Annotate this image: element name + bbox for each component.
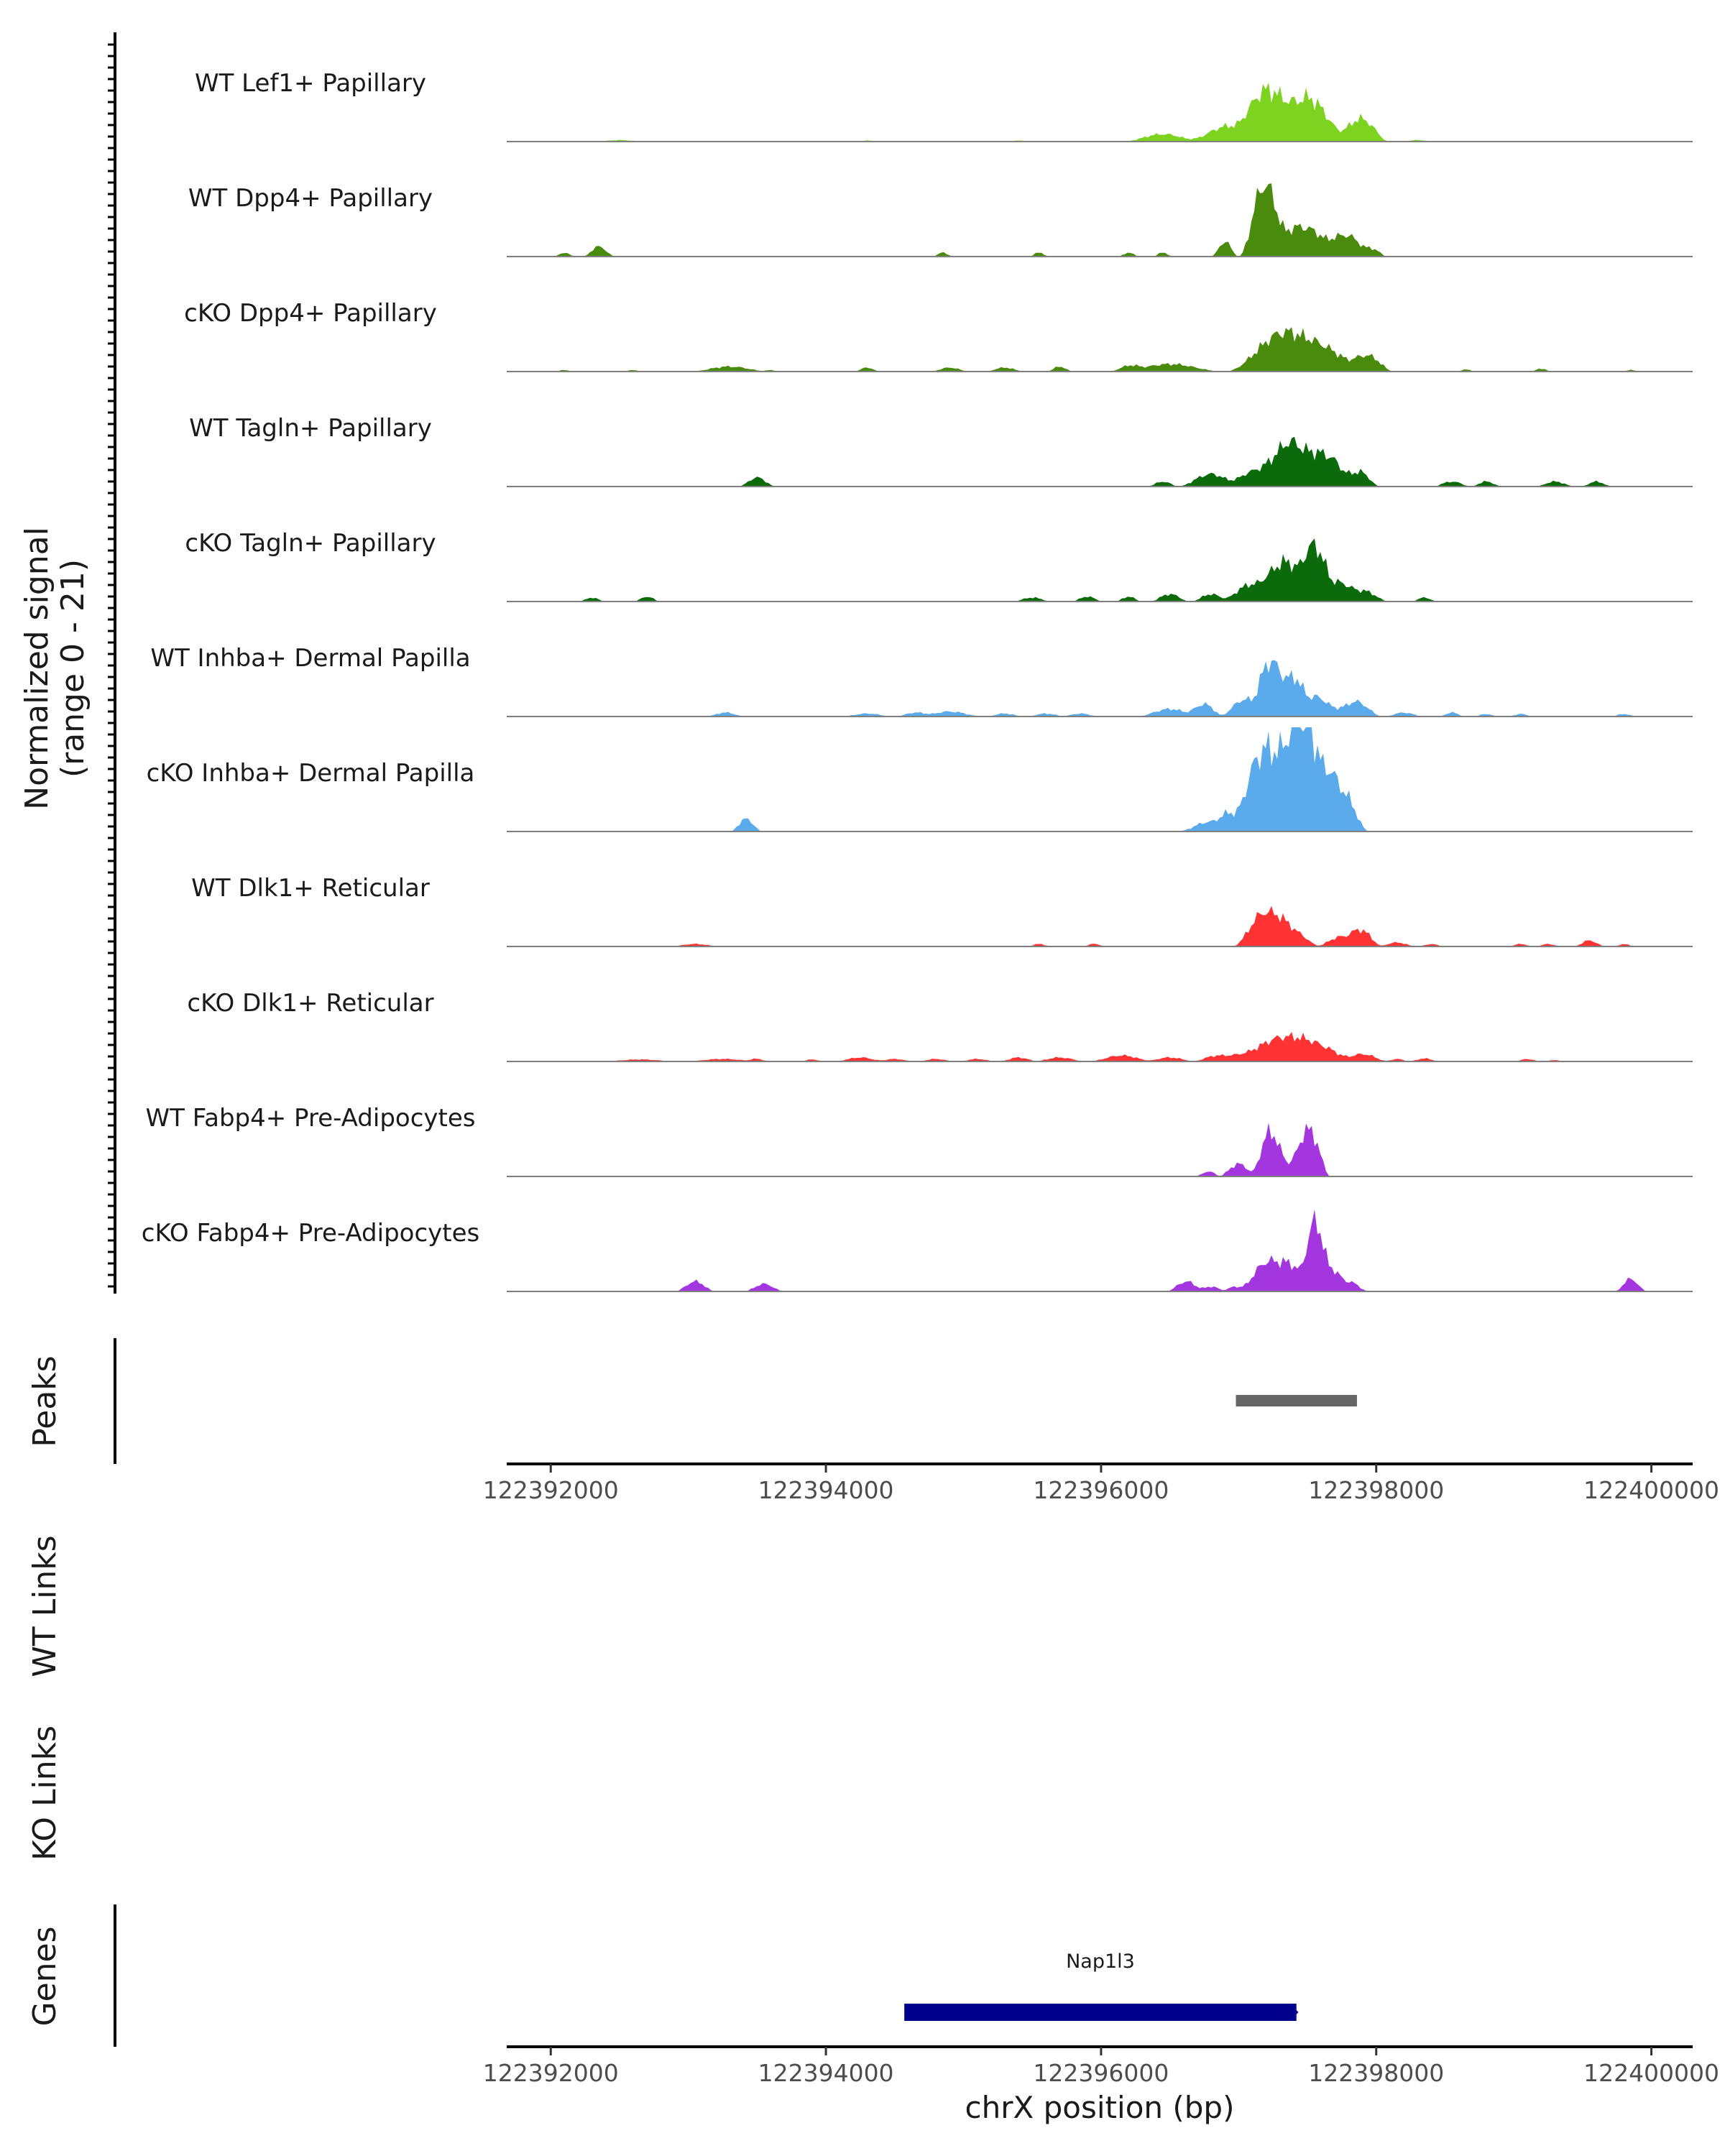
track-label: WT Fabp4+ Pre-Adipocytes	[146, 1104, 476, 1133]
track-wt-lef1-papillary: WT Lef1+ Papillary	[195, 69, 1693, 142]
peaks-track-title: Peaks	[27, 1355, 63, 1447]
track-label: WT Dlk1+ Reticular	[191, 874, 430, 903]
signal-axis-title-line2: (range 0 - 21)	[55, 559, 91, 778]
peak-region-bar	[1236, 1395, 1357, 1406]
track-wt-dlk1-reticular: WT Dlk1+ Reticular	[191, 874, 1693, 947]
track-label: WT Tagln+ Papillary	[189, 414, 432, 443]
coverage-area	[507, 1209, 1693, 1291]
x-axis-tick-label: 122396000	[1033, 1476, 1169, 1504]
coverage-tracks: WT Lef1+ Papillary WT Dpp4+ Papillary cKO …	[142, 69, 1693, 1292]
coverage-area	[507, 183, 1693, 257]
genes-x-axis: 122392000 122394000 122396000 122398000 1224…	[483, 2047, 1719, 2087]
x-axis-title: chrX position (bp)	[965, 2090, 1235, 2125]
track-wt-fabp4-pre-adipocytes: WT Fabp4+ Pre-Adipocytes	[146, 1104, 1693, 1177]
x-axis-tick-label: 122392000	[483, 2059, 619, 2087]
track-label: WT Lef1+ Papillary	[195, 69, 426, 98]
coverage-area	[507, 327, 1693, 372]
track-label: WT Dpp4+ Papillary	[188, 184, 433, 213]
gene-strand-arrow-icon	[1288, 2004, 1299, 2021]
peak-regions	[1236, 1395, 1357, 1406]
x-axis-tick-label: 122396000	[1033, 2059, 1169, 2087]
genes-track-title: Genes	[27, 1926, 63, 2026]
peaks-x-axis: 122392000 122394000 122396000 122398000 1224…	[483, 1464, 1719, 1504]
coverage-area	[507, 436, 1693, 487]
track-label: cKO Dpp4+ Papillary	[184, 299, 437, 328]
gene-body	[904, 2004, 1297, 2021]
coverage-area	[507, 727, 1693, 831]
x-axis-tick-label: 122398000	[1308, 1476, 1444, 1504]
coverage-area	[507, 1123, 1693, 1176]
track-label: cKO Fabp4+ Pre-Adipocytes	[142, 1219, 480, 1248]
wt-links-title: WT Links	[27, 1535, 63, 1677]
x-axis-tick-label: 122394000	[758, 1476, 894, 1504]
track-label: WT Inhba+ Dermal Papilla	[150, 644, 470, 673]
x-axis-tick-label: 122394000	[758, 2059, 894, 2087]
track-cko-inhba-dermal-papilla: cKO Inhba+ Dermal Papilla	[147, 727, 1693, 832]
signal-axis-title-line1: Normalized signal	[19, 527, 55, 810]
track-wt-tagln-papillary: WT Tagln+ Papillary	[189, 414, 1693, 487]
track-cko-tagln-papillary: cKO Tagln+ Papillary	[185, 529, 1693, 602]
track-label: cKO Dlk1+ Reticular	[187, 989, 433, 1018]
x-axis-tick-label: 122398000	[1308, 2059, 1444, 2087]
signal-axis-ticks	[108, 43, 115, 1288]
track-cko-dpp4-papillary: cKO Dpp4+ Papillary	[184, 299, 1693, 372]
gene-models: Nap1l3	[904, 1950, 1299, 2021]
coverage-area	[507, 82, 1693, 142]
ko-links-title: KO Links	[27, 1726, 63, 1861]
track-cko-dlk1-reticular: cKO Dlk1+ Reticular	[187, 989, 1693, 1062]
x-axis-tick-label: 122400000	[1583, 1476, 1719, 1504]
track-label: cKO Tagln+ Papillary	[185, 529, 436, 558]
coverage-area	[507, 538, 1693, 602]
track-cko-fabp4-pre-adipocytes: cKO Fabp4+ Pre-Adipocytes	[142, 1209, 1693, 1292]
track-label: cKO Inhba+ Dermal Papilla	[147, 759, 475, 788]
coverage-area	[507, 1031, 1693, 1061]
x-axis-tick-label: 122400000	[1583, 2059, 1719, 2087]
track-wt-dpp4-papillary: WT Dpp4+ Papillary	[188, 183, 1693, 257]
gene-name-label: Nap1l3	[1066, 1950, 1135, 1973]
track-wt-inhba-dermal-papilla: WT Inhba+ Dermal Papilla	[150, 644, 1693, 717]
x-axis-tick-label: 122392000	[483, 1476, 619, 1504]
coverage-area	[507, 906, 1693, 946]
coverage-area	[507, 660, 1693, 717]
